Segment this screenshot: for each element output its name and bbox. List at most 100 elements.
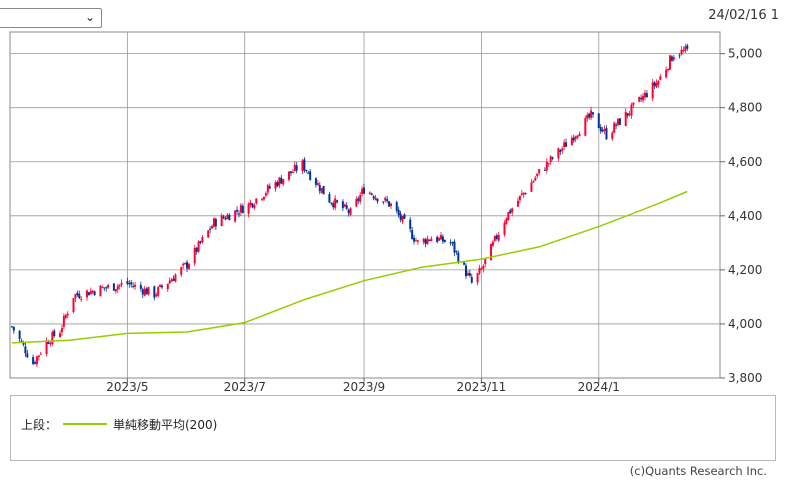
candle-up <box>520 193 523 195</box>
candle-up <box>355 199 358 207</box>
candle-up <box>74 294 77 299</box>
candle-down <box>388 201 391 207</box>
candle-down <box>449 242 452 244</box>
candle-up <box>389 203 392 206</box>
candle-up <box>584 118 587 136</box>
y-tick-label: 5,000 <box>728 47 762 61</box>
candle-up <box>80 298 83 300</box>
candle-down <box>588 113 591 118</box>
candle-up <box>99 285 102 297</box>
candle-up <box>207 230 210 238</box>
x-tick-label: 2024/1 <box>578 380 620 392</box>
candle-down <box>18 330 21 339</box>
candle-down <box>395 202 398 211</box>
candle-down <box>10 326 13 328</box>
candle-up <box>643 92 646 98</box>
candle-down <box>34 362 37 364</box>
candle-up <box>45 340 48 354</box>
candle-up <box>249 202 252 205</box>
candle-up <box>491 241 494 246</box>
candle-up <box>59 333 62 337</box>
candle-up <box>291 171 294 173</box>
candle-down <box>53 330 56 336</box>
candle-down <box>468 273 471 276</box>
candle-down <box>93 291 96 295</box>
candle-up <box>534 177 537 181</box>
candle-down <box>268 186 271 189</box>
candle-up <box>490 243 493 261</box>
candle-down <box>345 205 348 209</box>
candle-up <box>157 287 160 296</box>
candle-up <box>476 273 479 283</box>
candle-up <box>143 288 146 296</box>
candle-up <box>416 240 419 242</box>
candle-down <box>436 236 439 243</box>
candle-down <box>330 202 333 204</box>
candle-down <box>12 326 15 331</box>
candle-up <box>430 238 433 242</box>
candle-up <box>39 353 42 355</box>
candle-up <box>349 208 352 215</box>
candle-up <box>174 274 177 282</box>
candle-up <box>187 263 190 269</box>
candle-up <box>586 114 589 119</box>
candle-up <box>278 177 281 186</box>
period-select[interactable]: ⌄ <box>0 8 102 28</box>
candle-down <box>382 201 385 203</box>
candle-down <box>565 142 568 147</box>
candle-up <box>578 134 581 137</box>
candle-down <box>295 165 298 171</box>
candle-down <box>376 198 379 202</box>
candle-up <box>184 262 187 265</box>
candle-up <box>682 50 685 52</box>
candle-up <box>655 82 658 88</box>
candle-up <box>155 294 158 297</box>
candle-down <box>463 262 466 265</box>
candle-up <box>197 241 200 252</box>
candle-up <box>484 259 487 265</box>
candle-down <box>139 285 142 289</box>
candle-down <box>678 55 681 57</box>
candle-up <box>511 208 514 213</box>
y-tick-label: 4,600 <box>728 155 762 169</box>
candle-up <box>576 135 579 138</box>
y-tick-label: 3,800 <box>728 371 762 385</box>
candle-down <box>336 200 339 203</box>
candle-up <box>37 355 40 358</box>
candle-down <box>195 247 198 252</box>
candle-up <box>384 197 387 201</box>
candle-down <box>228 214 231 221</box>
candle-up <box>493 235 496 241</box>
candle-down <box>328 194 331 203</box>
candle-down <box>199 241 202 243</box>
candle-up <box>651 82 654 99</box>
candle-down <box>105 287 108 289</box>
candle-down <box>241 205 244 214</box>
candle-down <box>87 292 90 296</box>
candle-up <box>147 286 150 295</box>
candle-up <box>414 240 417 242</box>
y-tick-label: 4,800 <box>728 101 762 115</box>
candle-up <box>51 331 54 344</box>
x-tick-label: 2023/9 <box>343 380 385 392</box>
candle-up <box>114 289 117 292</box>
candle-up <box>516 200 519 207</box>
candle-up <box>632 102 635 105</box>
candle-down <box>24 346 27 354</box>
candlesticks <box>10 43 689 368</box>
candle-down <box>307 172 310 174</box>
candle-down <box>347 209 350 214</box>
candle-down <box>403 214 406 219</box>
candle-up <box>201 237 204 242</box>
candle-down <box>22 342 25 345</box>
candle-down <box>424 239 427 244</box>
candle-down <box>26 353 29 358</box>
candle-up <box>264 193 267 196</box>
candle-down <box>47 341 50 344</box>
candle-down <box>495 235 498 239</box>
candle-up <box>422 238 425 243</box>
candle-up <box>91 290 94 293</box>
candle-up <box>107 284 110 288</box>
candle-down <box>428 239 431 241</box>
candle-up <box>170 279 173 282</box>
